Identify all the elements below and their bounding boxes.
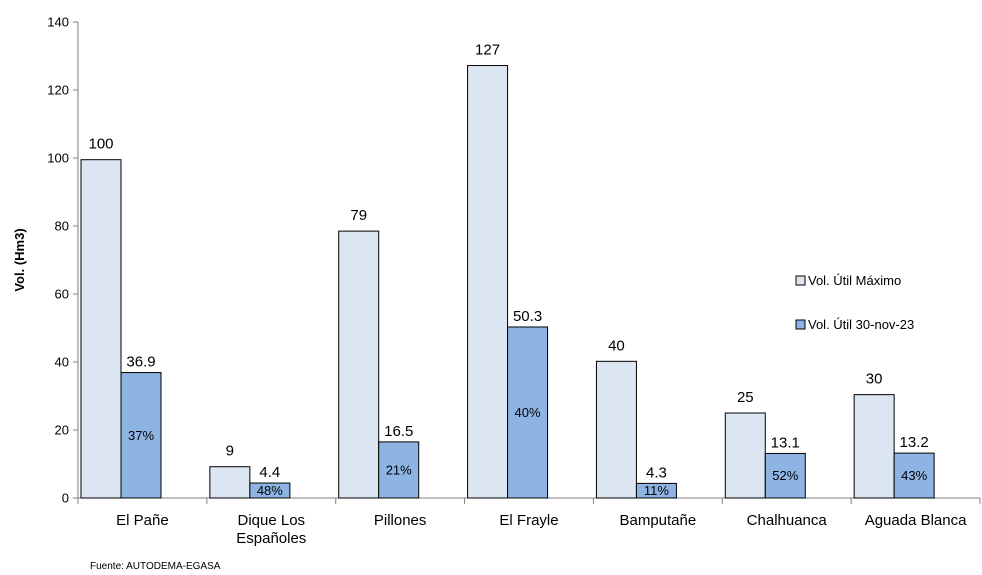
bar-percent-label: 11% [644,483,669,498]
category-label: Dique Los Españoles [236,512,306,547]
bar-current-value-label: 13.1 [771,434,800,451]
bar-max [338,230,380,499]
bar-percent-label: 48% [257,483,283,498]
bar-current-value-label: 4.3 [646,464,667,481]
bar-percent-label: 43% [901,468,927,483]
y-tick-label: 0 [62,491,69,506]
value-labels: 100 36.9 37% 9 4.4 48% 79 16.5 21% 127 50.3 40% 40 4.… [88,42,928,499]
category-label: Aguada Blanca [865,512,967,529]
bar-current [249,482,291,499]
bar-current-value-label: 16.5 [384,423,413,440]
y-tick-label: 80 [55,219,69,234]
bar-max [209,466,251,499]
y-tick-label: 60 [55,287,69,302]
bar-percent-label: 21% [386,462,412,477]
y-tick-label: 40 [55,355,69,370]
bar-max-value-label: 79 [350,207,367,224]
bar-max-value-label: 127 [475,42,500,59]
y-axis-label: Vol. (Hm3) [12,228,27,291]
bar-max [467,65,509,499]
bar-current-value-label: 13.2 [900,434,929,451]
bar-max-value-label: 9 [226,443,234,460]
bar-percent-label: 52% [772,468,798,483]
bar-max-value-label: 100 [88,136,113,153]
category-label: El Frayle [499,512,558,529]
bar-current [120,372,162,499]
bar-max [80,159,122,499]
bar-max-value-label: 30 [866,371,883,388]
legend: Vol. Útil Máximo Vol. Útil 30-nov-23 [795,273,914,332]
bar-percent-label: 40% [515,405,541,420]
source-note: Fuente: AUTODEMA-EGASA [90,561,221,572]
bar-current-value-label: 50.3 [513,308,542,325]
bar-max [724,412,766,499]
bar-current [764,452,806,499]
category-label: Pillones [374,512,427,529]
legend-swatch [795,319,806,330]
category-label: El Pañe [116,512,169,529]
bar-max-value-label: 25 [737,389,754,406]
y-tick-label: 20 [55,423,69,438]
bar-current-value-label: 36.9 [126,354,155,371]
bar-current [378,441,420,499]
bar-max [595,360,637,499]
y-tick-label: 140 [47,15,69,30]
bar-percent-label: 37% [128,428,154,443]
bar-max-value-label: 40 [608,337,625,354]
category-label: Chalhuanca [747,512,828,529]
bar-max [853,394,895,499]
y-tick-label: 120 [47,83,69,98]
legend-label: Vol. Útil 30-nov-23 [808,317,914,332]
y-tick-label: 100 [47,151,69,166]
legend-swatch [795,275,806,286]
bar-current [507,326,549,499]
legend-label: Vol. Útil Máximo [808,273,901,288]
bar-current [893,452,935,499]
category-label: Bamputañe [619,512,696,529]
bar-current [635,482,677,499]
bar-current-value-label: 4.4 [259,464,280,481]
axes: 0 20 40 60 80 100 120 140 El Pañe Dique Los Españo… [47,15,981,547]
bars [80,65,935,499]
